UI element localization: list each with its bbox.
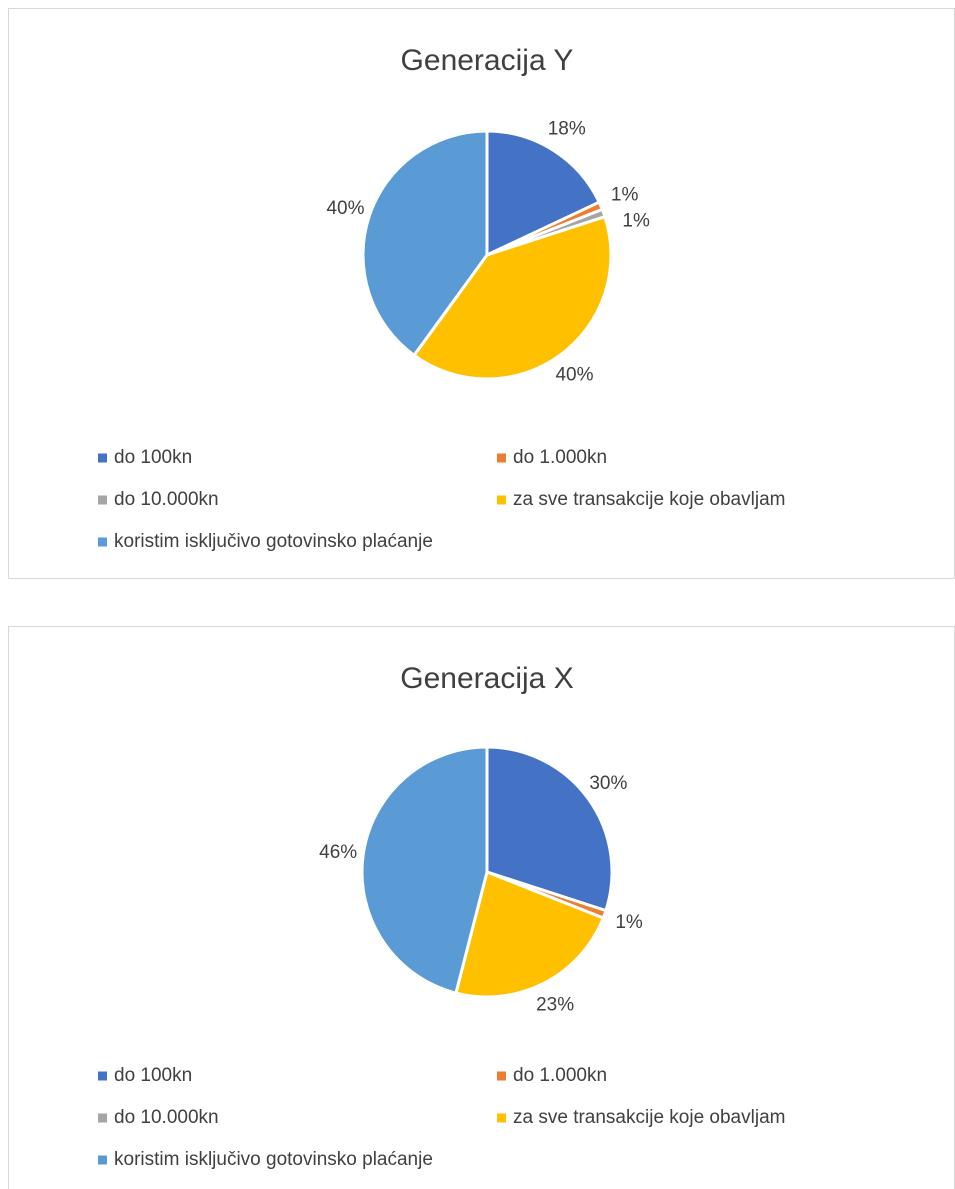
legend-label: do 10.000kn (114, 1107, 219, 1128)
legend-label: do 10.000kn (114, 489, 219, 510)
legend-swatch (98, 537, 107, 547)
legend-swatch (98, 453, 107, 463)
legend-label: za sve transakcije koje obavljam (513, 1107, 785, 1128)
pie-slice (360, 745, 489, 995)
data-label: 1% (622, 210, 650, 231)
legend-label: koristim isključivo gotovinsko plaćanje (114, 1149, 433, 1170)
data-label: 46% (319, 842, 357, 863)
legend-label: do 1.000kn (513, 447, 607, 468)
data-label: 40% (555, 364, 593, 385)
legend-swatch (98, 1155, 107, 1165)
data-label: 1% (611, 184, 639, 205)
pie-slice (361, 129, 489, 357)
legend-swatch (98, 1113, 107, 1123)
data-label: 1% (615, 912, 643, 933)
chart-title: Generacija X (400, 662, 573, 695)
legend-label: koristim isključivo gotovinsko plaćanje (114, 531, 433, 552)
legend-swatch (497, 495, 506, 505)
legend-label: do 1.000kn (513, 1065, 607, 1086)
chart-title: Generacija Y (401, 44, 574, 77)
legend-swatch (497, 453, 506, 463)
legend-label: za sve transakcije koje obavljam (513, 489, 785, 510)
pie-slice (485, 129, 601, 257)
pie-slice (454, 870, 605, 999)
data-label: 18% (548, 118, 586, 139)
legend-swatch (98, 1071, 107, 1081)
data-label: 23% (536, 995, 574, 1016)
legend-label: do 100kn (114, 1065, 192, 1086)
legend-swatch (497, 1071, 506, 1081)
data-label: 40% (326, 198, 364, 219)
pie-slice (412, 215, 613, 381)
legend-swatch (497, 1113, 506, 1123)
legend-swatch (98, 495, 107, 505)
legend-label: do 100kn (114, 447, 192, 468)
data-label: 30% (589, 773, 627, 794)
pie-slice (485, 745, 614, 913)
